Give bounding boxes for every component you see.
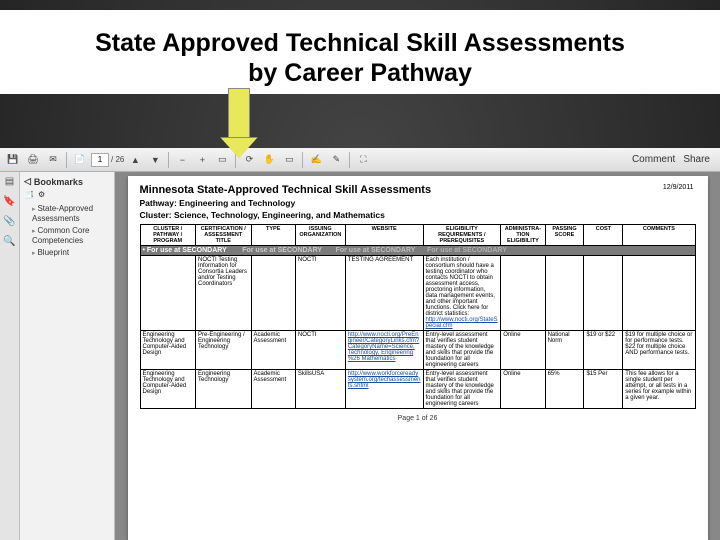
table-cell: NOCTI bbox=[295, 256, 345, 331]
table-cell: This fee allows for a single student per… bbox=[623, 370, 695, 409]
bookmarks-close-icon[interactable]: ◁ bbox=[24, 176, 31, 187]
pdf-viewer: 💾 🖨 ✉ 📄 / 26 ▲ ▼ − + ▭ ⟳ ✋ ▭ ✍ ✎ ⛶ Comme… bbox=[0, 148, 720, 540]
table-cell: TESTING AGREEMENT bbox=[345, 256, 423, 331]
thumbnails-icon[interactable]: ▤ bbox=[3, 176, 17, 190]
table-header: ADMINISTRA-TION ELIGIBILITY bbox=[501, 225, 545, 246]
print-icon[interactable]: 🖨 bbox=[24, 151, 42, 169]
table-header: ISSUING ORGANIZATION bbox=[295, 225, 345, 246]
doc-title: Minnesota State-Approved Technical Skill… bbox=[140, 184, 696, 196]
table-cell: $15 Per bbox=[584, 370, 623, 409]
table-cell: Online bbox=[501, 331, 545, 370]
save-icon[interactable]: 💾 bbox=[4, 151, 22, 169]
page-up-icon[interactable]: ▲ bbox=[126, 151, 144, 169]
table-cell: SkillsUSA bbox=[295, 370, 345, 409]
table-header: PASSING SCORE bbox=[545, 225, 584, 246]
title-line-1: State Approved Technical Skill Assessmen… bbox=[95, 29, 625, 57]
pdf-page: 12/9/2011 Minnesota State-Approved Techn… bbox=[128, 176, 708, 540]
table-row: NOCTI Testing Information for Consortia … bbox=[140, 256, 695, 331]
side-rail: ▤ 🔖 📎 🔍 bbox=[0, 172, 20, 540]
sign-icon[interactable]: ✍ bbox=[307, 151, 325, 169]
website-link[interactable]: http://www.nocti.org/PreEngineer/Categor… bbox=[348, 332, 419, 362]
website-link[interactable]: http://www.nocti.org/StateSpecial.cfm bbox=[426, 317, 498, 329]
doc-pathway: Pathway: Engineering and Technology bbox=[140, 198, 696, 208]
table-cell: 65% bbox=[545, 370, 584, 409]
select-icon[interactable]: ▭ bbox=[280, 151, 298, 169]
page-down-icon[interactable]: ▼ bbox=[146, 151, 164, 169]
table-cell: Entry-level assessment that verifies stu… bbox=[423, 331, 501, 370]
assessment-table: CLUSTER / PATHWAY / PROGRAMCERTIFICATION… bbox=[140, 224, 696, 409]
fill-icon[interactable]: ✎ bbox=[327, 151, 345, 169]
table-cell: Online bbox=[501, 370, 545, 409]
pdf-page-area[interactable]: 12/9/2011 Minnesota State-Approved Techn… bbox=[115, 172, 720, 540]
table-cell: Entry-level assessment that verifies stu… bbox=[423, 370, 501, 409]
bookmarks-icon[interactable]: 🔖 bbox=[3, 196, 17, 210]
table-cell bbox=[623, 256, 695, 331]
table-cell: Academic Assessment bbox=[251, 331, 295, 370]
bookmark-new-icon[interactable]: 📑 bbox=[24, 190, 34, 199]
hand-icon[interactable]: ✋ bbox=[260, 151, 278, 169]
bookmarks-heading: Bookmarks bbox=[34, 177, 83, 187]
table-cell: National Norm bbox=[545, 331, 584, 370]
page-icon[interactable]: 📄 bbox=[71, 151, 89, 169]
table-header: CLUSTER / PATHWAY / PROGRAM bbox=[140, 225, 196, 246]
page-number-input[interactable] bbox=[91, 153, 109, 167]
table-cell bbox=[584, 256, 623, 331]
table-cell: $19 for multiple choice or for performan… bbox=[623, 331, 695, 370]
doc-date: 12/9/2011 bbox=[663, 184, 694, 191]
table-cell bbox=[501, 256, 545, 331]
table-cell: http://www.workforcereadysystem.org/tech… bbox=[345, 370, 423, 409]
table-header: TYPE bbox=[251, 225, 295, 246]
table-cell bbox=[251, 256, 295, 331]
bookmarks-panel: ◁Bookmarks 📑 ⚙ State-Approved Assessment… bbox=[20, 172, 115, 540]
bookmark-item[interactable]: Common Core Competencies bbox=[24, 225, 110, 247]
table-cell: Pre-Engineering / Engineering Technology bbox=[196, 331, 252, 370]
table-header: COMMENTS bbox=[623, 225, 695, 246]
section-band: • For use at SECONDARY For use at SECOND… bbox=[140, 246, 695, 256]
table-cell: NOCTI bbox=[295, 331, 345, 370]
table-cell bbox=[545, 256, 584, 331]
table-header: COST bbox=[584, 225, 623, 246]
share-button[interactable]: Share bbox=[683, 154, 710, 165]
pdf-toolbar: 💾 🖨 ✉ 📄 / 26 ▲ ▼ − + ▭ ⟳ ✋ ▭ ✍ ✎ ⛶ Comme… bbox=[0, 148, 720, 172]
zoom-out-icon[interactable]: − bbox=[173, 151, 191, 169]
mail-icon[interactable]: ✉ bbox=[44, 151, 62, 169]
table-row: Engineering Technology and Computer-Aide… bbox=[140, 370, 695, 409]
attachments-icon[interactable]: 📎 bbox=[3, 216, 17, 230]
bookmark-options-icon[interactable]: ⚙ bbox=[38, 190, 45, 199]
table-cell: Each institution / consortium should hav… bbox=[423, 256, 501, 331]
website-link[interactable]: http://www.workforcereadysystem.org/tech… bbox=[348, 371, 421, 389]
table-row: Engineering Technology and Computer-Aide… bbox=[140, 331, 695, 370]
bookmark-item[interactable]: State-Approved Assessments bbox=[24, 203, 110, 225]
table-header: ELIGIBILITY REQUIREMENTS / PREREQUISITES bbox=[423, 225, 501, 246]
comment-button[interactable]: Comment bbox=[632, 154, 675, 165]
table-cell: Engineering Technology and Computer-Aide… bbox=[140, 331, 196, 370]
callout-arrow bbox=[228, 88, 257, 158]
fullscreen-icon[interactable]: ⛶ bbox=[354, 151, 372, 169]
table-header: WEBSITE bbox=[345, 225, 423, 246]
table-header: CERTIFICATION / ASSESSMENT TITLE bbox=[196, 225, 252, 246]
doc-footer: Page 1 of 26 bbox=[140, 415, 696, 422]
table-cell: NOCTI Testing Information for Consortia … bbox=[196, 256, 252, 331]
page-total: / 26 bbox=[111, 155, 124, 164]
table-cell bbox=[140, 256, 196, 331]
table-cell: Academic Assessment bbox=[251, 370, 295, 409]
table-cell: Engineering Technology and Computer-Aide… bbox=[140, 370, 196, 409]
bookmark-item[interactable]: Blueprint bbox=[24, 247, 110, 259]
table-cell: $19 or $22 bbox=[584, 331, 623, 370]
search-rail-icon[interactable]: 🔍 bbox=[3, 236, 17, 250]
slide-title-area: State Approved Technical Skill Assessmen… bbox=[0, 10, 720, 94]
table-cell: http://www.nocti.org/PreEngineer/Categor… bbox=[345, 331, 423, 370]
doc-cluster: Cluster: Science, Technology, Engineerin… bbox=[140, 210, 696, 220]
table-cell: Engineering Technology bbox=[196, 370, 252, 409]
title-line-2: by Career Pathway bbox=[248, 59, 472, 87]
zoom-in-icon[interactable]: + bbox=[193, 151, 211, 169]
